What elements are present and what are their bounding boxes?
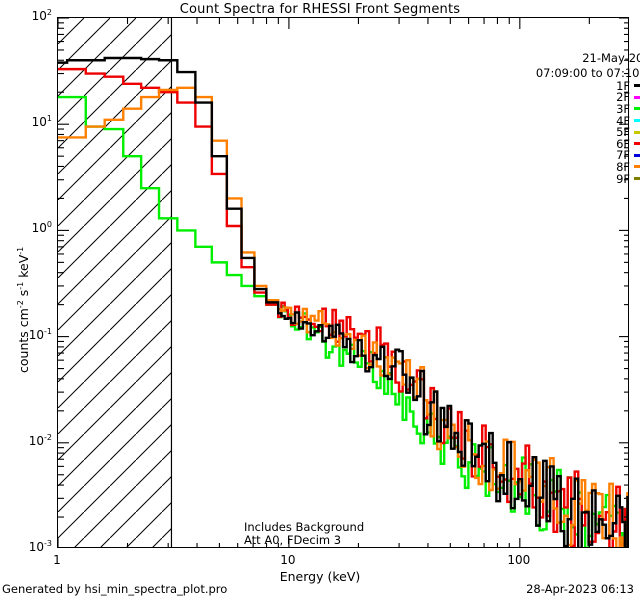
x-axis-tick-10: 10	[280, 553, 296, 567]
legend-swatch-9f	[634, 177, 640, 181]
legend-swatch-7f	[634, 153, 640, 157]
hatched-region	[58, 18, 173, 547]
legend-swatch-1f	[634, 84, 640, 88]
plot-clip	[58, 18, 628, 547]
y-axis-tick-2: 102	[31, 8, 52, 24]
legend-entry-2f[interactable]: 2F	[534, 90, 640, 105]
legend-label-6f: 6F	[616, 136, 630, 151]
y-axis-tick--1: 10-1	[28, 326, 52, 342]
legend-label-2f: 2F	[616, 90, 630, 105]
legend-entries: 1F 2F 3F 4F 5F 6F 7F 8F 9F	[534, 78, 640, 186]
y-axis-label-part-kev: keV	[16, 254, 31, 282]
legend-entry-7f[interactable]: 7F	[534, 148, 640, 163]
x-axis-tick-1: 1	[53, 553, 61, 567]
legend-entry-3f[interactable]: 3F	[534, 101, 640, 116]
plot-annotation: Includes Background Att A0, FDecim 3	[244, 521, 364, 546]
legend-label-7f: 7F	[616, 148, 630, 163]
x-axis-tick-100: 100	[507, 553, 531, 567]
legend-time-range: 07:09:00 to 07:10:00	[535, 66, 640, 80]
spectra-curves	[58, 56, 628, 547]
annotation-line-2: Att A0, FDecim 3	[244, 532, 342, 547]
y-axis-label-exp-kev: -1	[15, 246, 25, 255]
legend-swatch-2f	[634, 95, 640, 99]
legend-label-1f: 1F	[616, 78, 630, 93]
legend-swatch-4f	[634, 119, 640, 123]
legend-swatch-8f	[634, 165, 640, 169]
legend-entry-4f[interactable]: 4F	[534, 113, 640, 128]
y-axis-tick-1: 101	[31, 114, 52, 130]
y-axis-label: counts cm-2 s-1 keV-1	[16, 246, 31, 372]
footer-left: Generated by hsi_min_spectra_plot.pro	[2, 582, 228, 596]
plot-area: Includes Background Att A0, FDecim 3 21-…	[57, 17, 640, 548]
y-axis-tick--2: 10-2	[28, 432, 52, 448]
footer-right: 28-Apr-2023 06:13	[526, 582, 634, 596]
legend-entry-8f[interactable]: 8F	[534, 159, 640, 174]
legend-swatch-5f	[634, 130, 640, 134]
legend-swatch-3f	[634, 107, 640, 111]
legend-entry-6f[interactable]: 6F	[534, 136, 640, 151]
legend-entry-1f[interactable]: 1F	[534, 78, 640, 93]
legend-date: 21-May-2017	[582, 51, 640, 65]
y-axis-label-exp-s: -1	[15, 281, 25, 290]
page-title: Count Spectra for RHESSI Front Segments	[179, 2, 461, 17]
legend: 21-May-2017 07:09:00 to 07:10:00 1F2F3F4…	[534, 51, 640, 186]
legend-entry-5f[interactable]: 5F	[534, 125, 640, 140]
y-axis-tick-0: 100	[31, 220, 52, 236]
legend-label-8f: 8F	[616, 159, 630, 174]
y-axis-label-exp-cm: -2	[15, 299, 25, 308]
y-axis-tick--3: 10-3	[28, 539, 52, 555]
legend-label-5f: 5F	[616, 125, 630, 140]
legend-entry-9f[interactable]: 9F	[534, 171, 640, 186]
legend-label-4f: 4F	[616, 113, 630, 128]
legend-label-3f: 3F	[616, 101, 630, 116]
axis-ticks	[58, 18, 628, 547]
series-1f	[58, 56, 628, 547]
spectra-svg	[58, 18, 628, 547]
annotation-line-1: Includes Background	[244, 520, 365, 534]
y-axis-label-part-s: s	[16, 289, 31, 300]
legend-label-9f: 9F	[616, 171, 630, 186]
x-axis-label: Energy (keV)	[279, 569, 361, 584]
legend-swatch-6f	[634, 142, 640, 146]
